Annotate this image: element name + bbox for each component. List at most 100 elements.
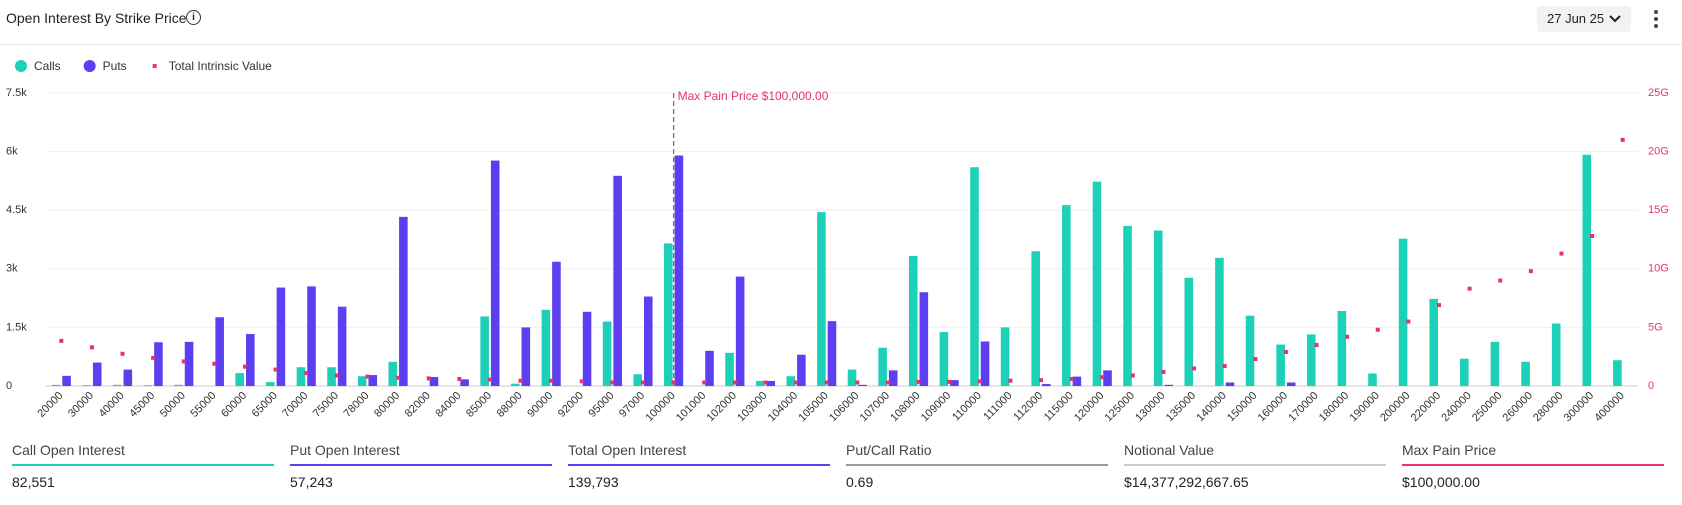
bar: [939, 332, 949, 386]
intrinsic-marker: [1467, 286, 1472, 291]
x-tick-label: 78000: [342, 390, 372, 420]
bar: [82, 385, 91, 386]
intrinsic-marker: [702, 380, 707, 385]
x-tick-label: 82000: [403, 390, 433, 420]
intrinsic-marker: [151, 355, 156, 360]
bar: [1000, 327, 1010, 386]
bar: [174, 384, 183, 386]
bar: [664, 243, 673, 386]
chevron: [1609, 15, 1621, 23]
intrinsic-marker: [396, 375, 401, 380]
stat-value: $100,000.00: [1402, 474, 1480, 490]
intrinsic-marker: [1253, 357, 1258, 362]
bar: [1398, 238, 1408, 386]
bar: [633, 374, 642, 386]
x-tick-label: 45000: [127, 390, 157, 420]
intrinsic-marker: [365, 374, 370, 379]
bar: [1103, 370, 1112, 386]
bar: [388, 361, 398, 386]
info-icon[interactable]: i: [186, 10, 201, 25]
bar: [817, 212, 826, 386]
bar: [276, 287, 286, 386]
bar: [429, 377, 439, 386]
x-tick-label: 115000: [1042, 390, 1076, 424]
stat-underline: [290, 464, 552, 466]
intrinsic-marker: [1161, 369, 1166, 374]
x-tick-label: 80000: [372, 390, 402, 420]
stat-value: $14,377,292,667.65: [1124, 474, 1249, 490]
x-tick-label: 107000: [858, 390, 892, 424]
bar: [1153, 230, 1163, 386]
stat-card: Total Open Interest 139,793: [568, 442, 830, 490]
bar: [215, 317, 224, 386]
bar: [1582, 154, 1592, 386]
x-tick-label: 170000: [1286, 390, 1320, 424]
date-select[interactable]: 27 Jun 25: [1537, 6, 1631, 32]
intrinsic-marker: [1008, 378, 1013, 383]
bar: [786, 376, 796, 386]
bar: [357, 376, 367, 386]
bar: [510, 383, 520, 386]
stat-card: Max Pain Price $100,000.00: [1402, 442, 1664, 490]
bar: [950, 380, 959, 386]
x-tick-label: 120000: [1072, 390, 1106, 424]
bar: [154, 342, 163, 386]
bar: [888, 370, 898, 386]
intrinsic-marker: [243, 364, 247, 369]
bar: [1276, 344, 1285, 386]
x-tick-label: 104000: [766, 390, 800, 424]
x-tick-label: 109000: [919, 390, 953, 424]
stat-value: 57,243: [290, 474, 333, 490]
stat-label: Max Pain Price: [1402, 442, 1497, 458]
intrinsic-marker: [1437, 303, 1441, 308]
x-tick-label: 75000: [311, 390, 341, 420]
bar: [582, 311, 592, 386]
x-tick-label: 190000: [1347, 390, 1381, 424]
x-tick-label: 150000: [1225, 390, 1259, 424]
x-tick-label: 220000: [1409, 390, 1443, 424]
x-tick-label: 106000: [827, 390, 861, 424]
intrinsic-marker: [885, 380, 890, 385]
bar: [368, 375, 378, 386]
bar: [1042, 384, 1051, 386]
legend-label: Total Intrinsic Value: [169, 59, 272, 73]
bar: [644, 296, 653, 386]
bar: [1306, 334, 1316, 386]
stat-label: Put Open Interest: [290, 442, 400, 458]
x-tick-label: 65000: [250, 390, 280, 420]
x-tick-label: 240000: [1439, 390, 1473, 424]
bar: [327, 367, 336, 386]
bar: [460, 379, 469, 386]
intrinsic-marker: [1283, 350, 1288, 355]
intrinsic-marker: [1590, 233, 1595, 238]
intrinsic-marker: [1130, 373, 1135, 378]
bar: [1551, 323, 1561, 386]
date-text: 27 Jun 25: [1547, 11, 1605, 26]
bar: [602, 321, 612, 386]
bar: [296, 367, 306, 386]
legend-marker: [152, 64, 157, 68]
intrinsic-marker: [549, 378, 554, 383]
x-tick-label: 160000: [1256, 390, 1290, 424]
bar: [1490, 341, 1500, 386]
menu-icon[interactable]: [1652, 9, 1660, 29]
intrinsic-marker: [610, 380, 615, 385]
title: Open Interest By Strike Price: [6, 10, 187, 26]
x-tick-label: 125000: [1103, 390, 1137, 424]
bar: [1245, 315, 1255, 386]
bar: [1368, 373, 1377, 386]
bar: [123, 369, 133, 386]
intrinsic-marker: [947, 379, 952, 384]
intrinsic-marker: [181, 359, 186, 364]
bar: [490, 160, 500, 386]
intrinsic-marker: [59, 338, 64, 343]
bar: [735, 276, 745, 386]
intrinsic-marker: [1498, 278, 1503, 283]
stat-card: Put/Call Ratio 0.69: [846, 442, 1108, 490]
bar: [725, 352, 734, 386]
intrinsic-marker: [1528, 269, 1533, 274]
bar: [827, 321, 837, 386]
x-tick-label: 108000: [888, 390, 922, 424]
bar: [1286, 382, 1296, 386]
intrinsic-marker: [1192, 366, 1197, 371]
